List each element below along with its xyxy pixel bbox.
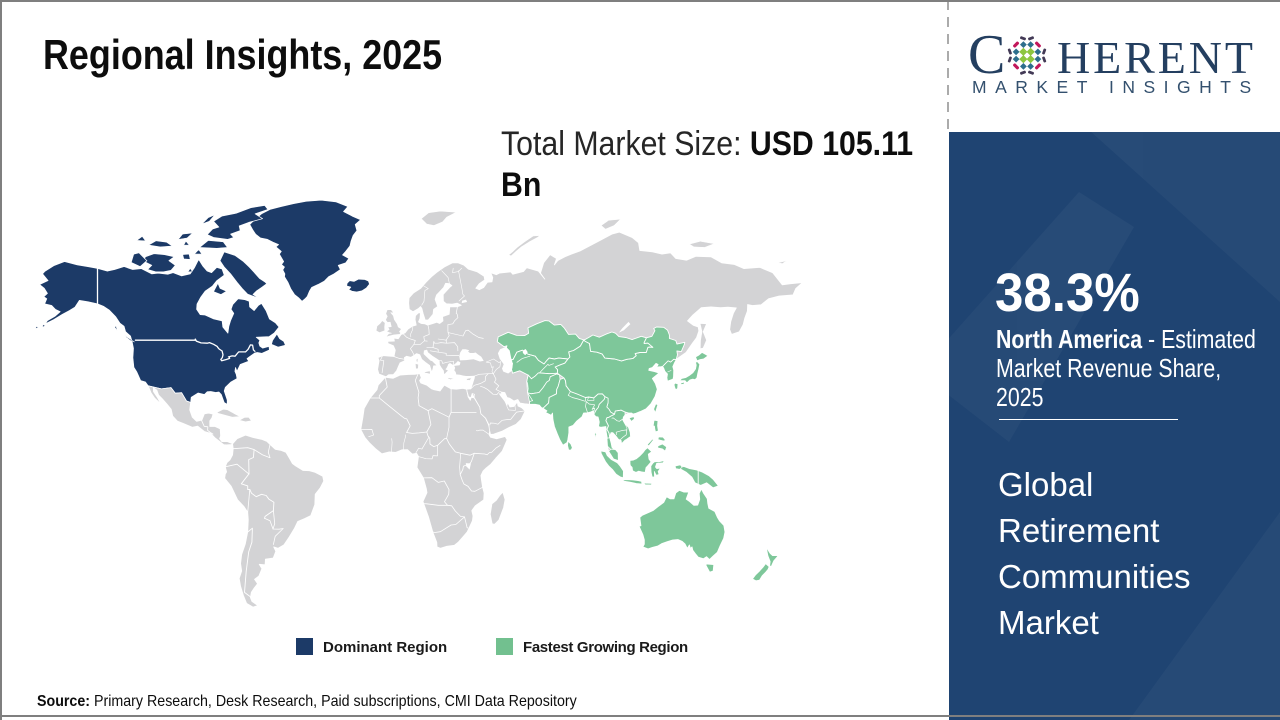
svg-text:C: C [969,28,1005,86]
svg-text:MARKET INSIGHTS: MARKET INSIGHTS [972,77,1260,97]
svg-text:HERENT: HERENT [1057,32,1256,83]
